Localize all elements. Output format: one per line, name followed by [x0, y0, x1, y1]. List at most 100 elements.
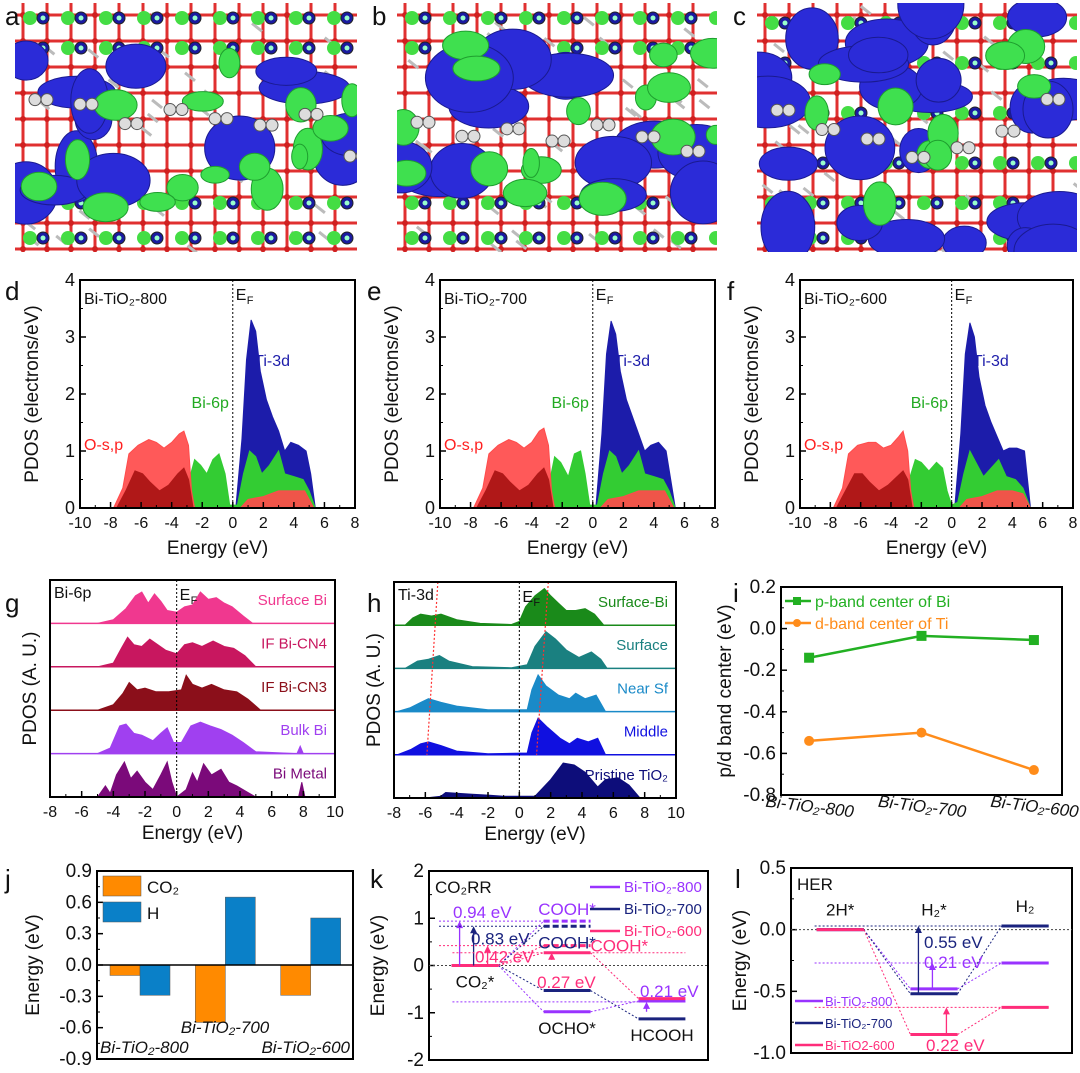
bar-h: [310, 917, 341, 966]
row-label: Bulk Bi: [280, 722, 327, 739]
series-label-ti-3d: Ti-3d: [614, 353, 650, 370]
arrow-head: [643, 1001, 651, 1009]
y-tick-label: -0.5: [753, 981, 786, 1002]
panel-title: Ti-3d: [398, 587, 434, 604]
y-tick-label: 0.5: [760, 858, 786, 879]
panel-title: Bi-TiO₂-600: [804, 291, 887, 308]
x-tick-label: -2: [481, 805, 495, 822]
connector-line: [498, 965, 544, 991]
j-plot-frame: [96, 870, 354, 1060]
panel-letter: j: [4, 864, 11, 894]
fermi-label: E: [236, 287, 247, 304]
charge-density-structure-c: [757, 3, 1077, 252]
data-point-square: [1028, 635, 1039, 646]
barrier-label: 0.21 eV: [640, 982, 699, 1001]
y-tick-label: 0: [785, 498, 795, 518]
panel-title: HER: [797, 875, 833, 894]
data-point-circle: [1028, 765, 1039, 776]
x-axis-label: Energy (eV): [167, 538, 268, 559]
x-axis-label: Energy (eV): [527, 538, 628, 559]
fermi-label-subscript: F: [247, 295, 254, 307]
row-label: Bi Metal: [273, 766, 327, 783]
legend-label: Bi-TiO2-600: [825, 1038, 895, 1053]
x-tick-label: -6: [134, 515, 148, 532]
connector-line: [957, 1006, 1002, 1035]
x-tick-label: -4: [106, 804, 120, 821]
x-tick-label: 6: [320, 515, 329, 532]
x-tick-label: 6: [609, 805, 618, 822]
x-tick-label: 8: [351, 515, 360, 532]
panel-title: Bi-TiO₂-800: [84, 291, 167, 308]
y-tick-label: -0.3: [59, 986, 92, 1007]
arrow-head: [484, 945, 492, 953]
legend-label: Bi-TiO₂-700: [624, 901, 702, 918]
panel-title: CO₂RR: [435, 878, 492, 897]
barrier-label: 0.94 eV: [453, 903, 512, 922]
series-label-o-sp: O-s,p: [804, 437, 843, 454]
arrow-head: [928, 962, 936, 970]
y-tick-label: -1: [407, 1003, 424, 1024]
y-tick-label: 0.2: [750, 577, 776, 598]
x-tick-label: 0: [515, 805, 524, 822]
panel-letter: i: [733, 578, 739, 608]
y-tick-label: 0: [65, 498, 75, 518]
connector-line: [957, 925, 1002, 995]
x-tick-label: 4: [649, 515, 658, 532]
x-tick-label: -4: [165, 515, 179, 532]
pdos-row-pristine-tio-: [425, 762, 642, 799]
x-category-label: Bi-TiO₂-600: [261, 1038, 350, 1057]
y-tick-label: 3: [425, 327, 435, 347]
stage-label: COOH*: [591, 937, 649, 956]
series-label-o-sp: O-s,p: [84, 437, 123, 454]
y-tick-label: 0: [413, 956, 424, 977]
bar-co2: [195, 964, 226, 1023]
panel-letter: e: [367, 276, 381, 306]
panel-letter: g: [5, 588, 19, 618]
data-point-square: [804, 652, 815, 663]
barrier-label: 0.21 eV: [924, 953, 983, 972]
pdos-area-o-inner: [475, 467, 554, 509]
x-tick-label: -6: [494, 515, 508, 532]
y-tick-label: 2: [785, 384, 795, 404]
x-tick-label: -8: [387, 805, 401, 822]
charge-density-structure-b: [397, 3, 717, 252]
legend-marker: [793, 597, 801, 605]
y-tick-label: 0.3: [66, 924, 92, 945]
panel-letter: d: [5, 276, 19, 306]
x-tick-label: 6: [1038, 515, 1047, 532]
x-tick-label: -6: [418, 805, 432, 822]
x-tick-label: -8: [103, 515, 117, 532]
x-tick-label: -2: [195, 515, 209, 532]
x-tick-label: -8: [823, 515, 837, 532]
legend-swatch: [102, 875, 142, 897]
x-axis-label: Energy (eV): [142, 823, 243, 844]
stage-label: H₂*: [921, 901, 947, 920]
x-tick-label: -8: [43, 804, 57, 821]
x-tick-label: 2: [619, 515, 628, 532]
x-tick-label: 8: [711, 515, 720, 532]
data-point-circle: [804, 735, 815, 746]
x-tick-label: -10: [788, 515, 811, 532]
legend-label: d-band center of Ti: [815, 616, 948, 633]
arrow-head: [548, 952, 556, 960]
panel-letter: c: [733, 1, 746, 31]
y-tick-label: -0.6: [59, 1018, 92, 1039]
y-tick-label: -2: [407, 1050, 424, 1068]
x-tick-label: 0: [172, 804, 181, 821]
panel-title: Bi-6p: [54, 585, 91, 602]
x-tick-label: 10: [326, 804, 344, 821]
y-tick-label: 0.0: [750, 619, 776, 640]
panel-letter: k: [370, 864, 384, 894]
y-tick-label: -0.4: [743, 702, 776, 723]
y-axis-label: PDOS (electrons/eV): [22, 305, 43, 482]
y-tick-label: 1: [785, 441, 795, 461]
x-tick-label: 2: [259, 515, 268, 532]
barrier-label: 0.22 eV: [926, 1036, 985, 1055]
series-label-bi-6p: Bi-6p: [552, 395, 589, 412]
fermi-label-subscript: F: [533, 597, 540, 609]
pdos-row-surface-bi: [403, 587, 605, 626]
barrier-label: 0.83 eV: [471, 929, 530, 948]
legend-label: H: [147, 904, 159, 923]
connector-line: [863, 929, 911, 995]
